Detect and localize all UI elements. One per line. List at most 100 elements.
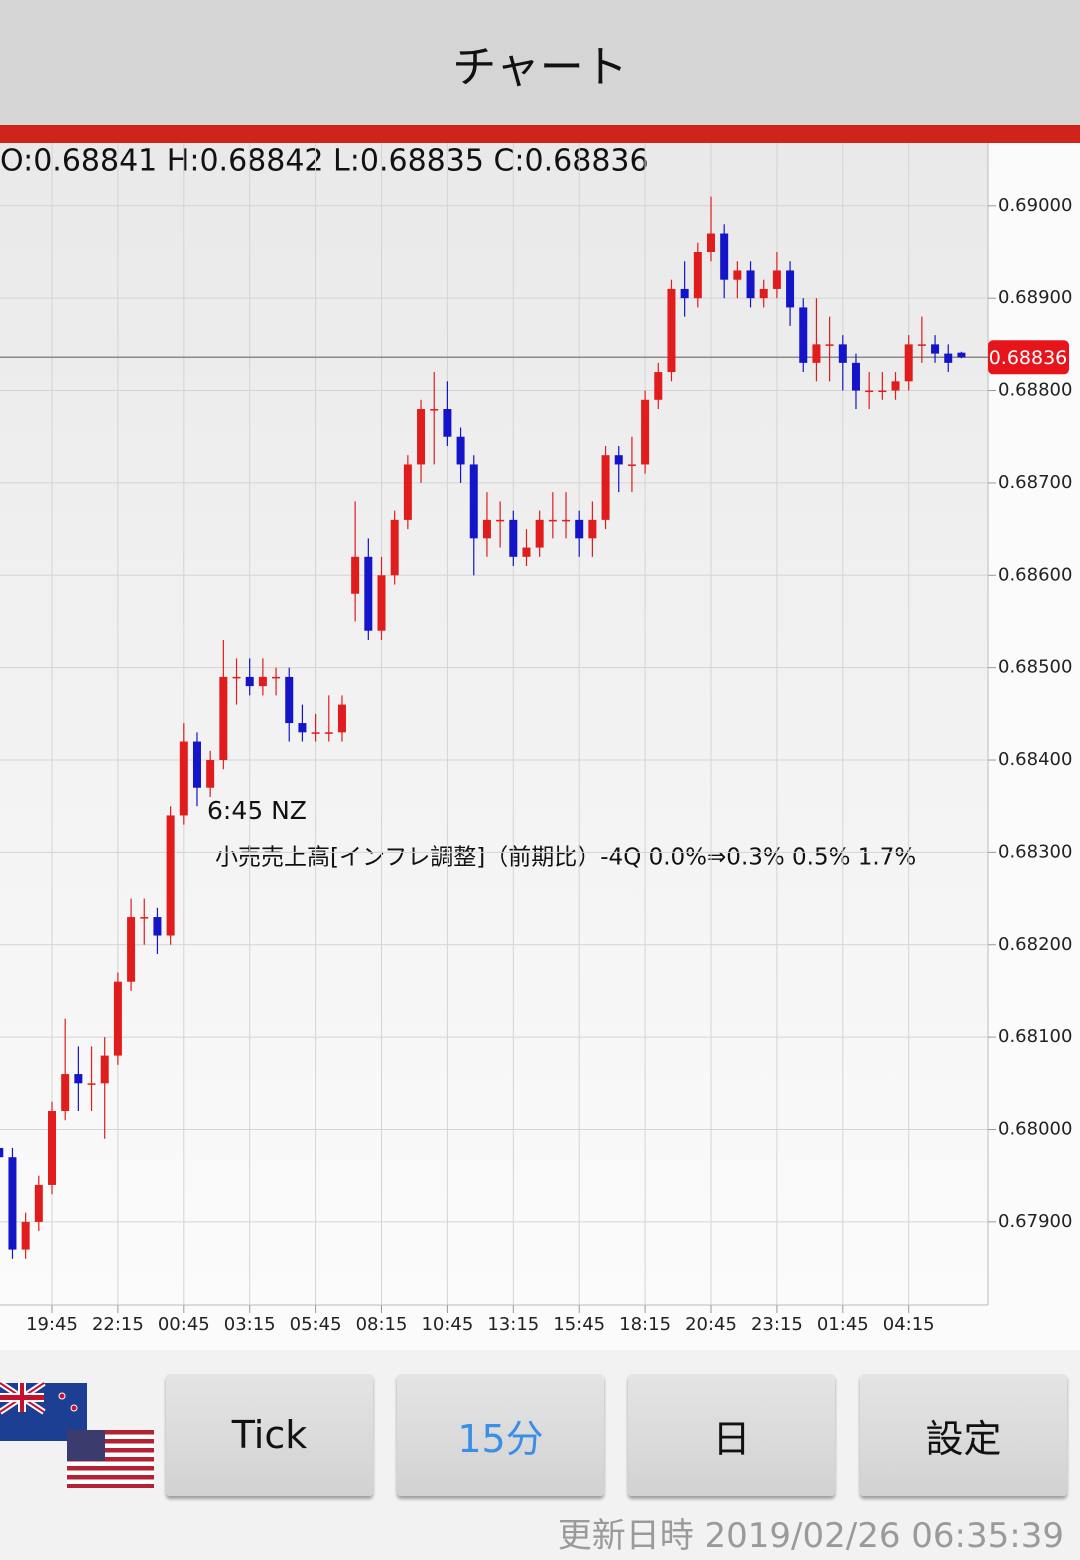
candle-body: [377, 575, 386, 631]
y-tick-label: 0.68100: [998, 1026, 1072, 1047]
candle-body: [601, 455, 610, 520]
candle-body: [838, 344, 847, 363]
candle-body: [535, 519, 544, 548]
candle-body: [219, 676, 228, 761]
candle-body: [298, 723, 307, 733]
candle-body: [0, 1147, 4, 1158]
y-tick-label: 0.68600: [998, 564, 1072, 585]
candle-body: [707, 233, 715, 252]
candle-body: [61, 1074, 70, 1112]
title: チャート: [452, 41, 628, 93]
candle-body: [799, 307, 808, 363]
x-tick-label: 23:15: [751, 1314, 803, 1335]
candle-body: [179, 741, 188, 816]
candle-body: [337, 704, 346, 733]
x-tick-label: 03:15: [224, 1314, 276, 1335]
candle-body: [258, 676, 267, 687]
candle-body: [891, 381, 900, 391]
settings-button[interactable]: 設定: [860, 1374, 1067, 1496]
candle-body: [627, 464, 636, 466]
candle-body: [245, 676, 254, 687]
candle-body: [575, 519, 584, 539]
y-tick-label: 0.67900: [998, 1211, 1072, 1232]
y-tick-label: 0.68700: [998, 472, 1072, 493]
candle-body: [878, 390, 887, 393]
candle-body: [693, 251, 702, 299]
candle-body: [311, 732, 320, 734]
candle-body: [100, 1055, 109, 1084]
candle-body: [522, 547, 531, 557]
candle-body: [851, 362, 860, 391]
x-tick-label: 20:45: [685, 1314, 737, 1335]
event-time: 6:45 NZ: [207, 796, 307, 825]
candle-body: [944, 353, 953, 363]
candle-body: [786, 270, 795, 308]
candle-body: [113, 981, 122, 1056]
candle-body: [8, 1157, 17, 1250]
candle-body: [403, 464, 412, 520]
y-tick-label: 0.68000: [998, 1118, 1072, 1139]
candle-body: [272, 676, 281, 679]
candle-body: [324, 732, 333, 734]
x-tick-label: 01:45: [817, 1314, 869, 1335]
candle-body: [733, 270, 742, 280]
y-tick-label: 0.68800: [998, 380, 1072, 401]
candle-body: [166, 815, 175, 936]
x-tick-label: 13:15: [487, 1314, 539, 1335]
y-tick-label: 0.68900: [998, 287, 1072, 308]
candle-body: [720, 233, 729, 280]
candle-body: [614, 455, 623, 465]
candle-body: [759, 288, 768, 299]
candle-body: [667, 288, 676, 373]
ohlc-info: O:0.68841 H:0.68842 L:0.68835 C:0.68836: [0, 144, 649, 179]
header: チャート: [0, 0, 1080, 125]
candle-body: [904, 344, 913, 382]
candle-body: [654, 372, 663, 400]
candle-body: [127, 917, 136, 982]
candle-body: [562, 519, 571, 522]
x-tick-label: 04:15: [883, 1314, 935, 1335]
candle-body: [232, 676, 241, 679]
current-price-box: [988, 340, 1069, 375]
candle-body: [931, 344, 940, 354]
candle-body: [548, 519, 557, 522]
x-tick-label: 18:15: [619, 1314, 671, 1335]
candle-body: [153, 917, 162, 936]
candle-body: [825, 344, 834, 346]
candle-body: [680, 288, 689, 299]
candle-body: [285, 676, 294, 724]
candle-body: [34, 1184, 43, 1222]
candle-body: [588, 519, 597, 539]
candle-body: [772, 270, 781, 289]
candle-body: [509, 519, 518, 557]
candle-body: [917, 344, 926, 346]
candle-body: [87, 1083, 96, 1085]
15min-button[interactable]: 15分: [397, 1374, 604, 1496]
daily-button[interactable]: 日: [628, 1374, 835, 1496]
candle-body: [469, 464, 478, 539]
candle-body: [812, 344, 821, 363]
y-tick-label: 0.68200: [998, 934, 1072, 955]
y-tick-label: 0.68500: [998, 657, 1072, 678]
candle-body: [417, 409, 426, 465]
plot-area: [0, 143, 988, 1305]
candle-body: [21, 1221, 30, 1250]
candle-body: [641, 399, 650, 465]
x-tick-label: 08:15: [356, 1314, 408, 1335]
update-time: 更新日時 2019/02/26 06:35:39: [557, 1516, 1064, 1556]
header-bar: [0, 125, 1080, 143]
candle-body: [206, 760, 215, 788]
candle-body: [351, 556, 360, 594]
x-tick-label: 19:45: [26, 1314, 78, 1335]
candle-body: [48, 1111, 56, 1185]
candle-body: [746, 270, 755, 299]
tick-button[interactable]: Tick: [166, 1374, 373, 1496]
y-tick-label: 0.69000: [998, 195, 1072, 216]
us-flag: [67, 1430, 154, 1488]
candle-body: [364, 556, 373, 631]
candle-body: [430, 409, 439, 411]
y-tick-label: 0.68300: [998, 841, 1072, 862]
currency-flags: [0, 1380, 154, 1488]
current-price-label: 0.68836: [989, 347, 1068, 369]
